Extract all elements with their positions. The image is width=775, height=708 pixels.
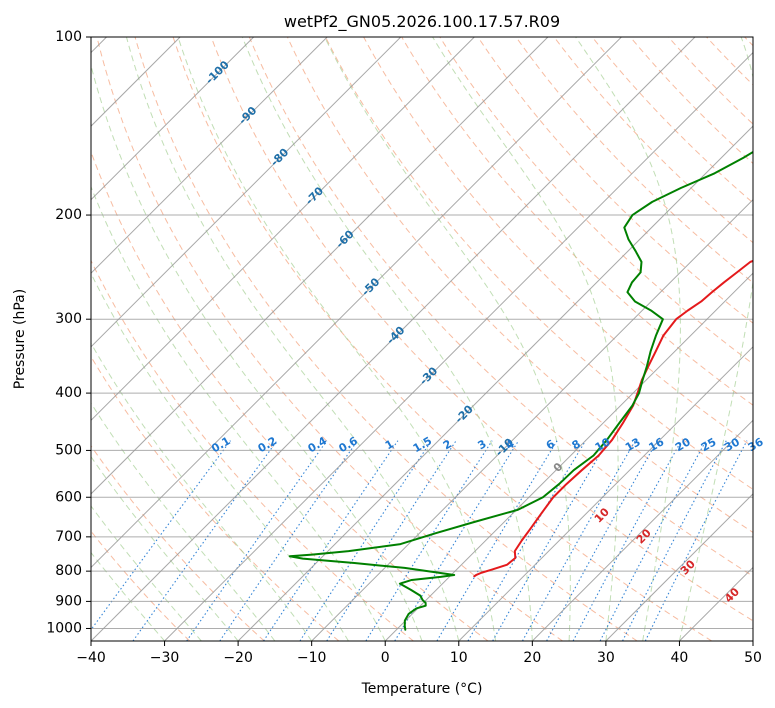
y-tick-label: 800 bbox=[55, 563, 82, 579]
moist-adiabat bbox=[177, 37, 497, 641]
mixing-ratio-line bbox=[467, 440, 587, 641]
y-tick-label: 100 bbox=[55, 29, 82, 45]
isotherm bbox=[531, 419, 753, 641]
dry-adiabat bbox=[91, 259, 414, 641]
isotherm bbox=[91, 37, 255, 201]
y-tick-label: 700 bbox=[55, 529, 82, 545]
isotherm bbox=[91, 37, 475, 422]
mixing-ratio-line bbox=[492, 440, 609, 641]
y-tick-label: 1000 bbox=[46, 620, 82, 636]
mixing-ratio-line bbox=[644, 440, 748, 641]
isotherm bbox=[91, 37, 549, 495]
dry-adiabat bbox=[363, 37, 753, 448]
isotherm bbox=[91, 37, 696, 641]
isotherm bbox=[752, 640, 753, 641]
x-tick-label: −10 bbox=[297, 650, 327, 666]
moist-adiabat bbox=[125, 37, 460, 641]
isotherm bbox=[384, 272, 753, 641]
dry-adiabat bbox=[477, 37, 753, 324]
x-tick-label: 40 bbox=[671, 650, 689, 666]
dry-adiabat bbox=[91, 444, 265, 641]
isotherm bbox=[91, 37, 402, 348]
moist-adiabat bbox=[91, 272, 349, 641]
mixing-ratio-line bbox=[186, 440, 328, 641]
y-tick-label: 600 bbox=[55, 489, 82, 505]
dry-adiabat bbox=[248, 37, 753, 577]
moist-adiabat bbox=[432, 37, 619, 641]
mixing-ratio-line bbox=[599, 440, 707, 641]
isotherm bbox=[91, 37, 328, 274]
x-tick-label: 20 bbox=[523, 650, 541, 666]
plot-frame bbox=[90, 36, 754, 642]
temperature-line bbox=[473, 259, 753, 578]
moist-adiabat bbox=[91, 505, 202, 641]
x-tick-label: −30 bbox=[150, 650, 180, 666]
x-tick-label: 10 bbox=[450, 650, 468, 666]
x-tick-label: 30 bbox=[597, 650, 615, 666]
plot-background bbox=[91, 37, 753, 641]
mixing-ratio-line bbox=[132, 440, 278, 641]
moist-adiabat bbox=[91, 185, 386, 641]
moist-adiabat bbox=[91, 63, 423, 641]
mixing-ratio-line bbox=[91, 440, 231, 631]
x-tick-label: 50 bbox=[744, 650, 762, 666]
y-axis-title: Pressure (hPa) bbox=[12, 289, 28, 389]
y-tick-label: 400 bbox=[55, 385, 82, 401]
dry-adiabat bbox=[629, 37, 753, 165]
mixing-ratio-line bbox=[219, 440, 358, 641]
x-tick-label: −20 bbox=[223, 650, 253, 666]
isotherm bbox=[164, 51, 753, 641]
background-lines bbox=[91, 37, 753, 641]
x-tick-label: −40 bbox=[76, 650, 106, 666]
mixing-ratio-line bbox=[263, 440, 399, 641]
dewpoint-line bbox=[288, 150, 753, 631]
mixing-ratio-line bbox=[394, 440, 520, 641]
dry-adiabat bbox=[96, 37, 563, 641]
mixing-ratio-line bbox=[436, 440, 558, 641]
y-tick-label: 900 bbox=[55, 593, 82, 609]
x-axis-title: Temperature (°C) bbox=[361, 681, 483, 697]
moist-adiabat bbox=[678, 37, 753, 641]
isotherm bbox=[91, 37, 622, 569]
isotherm bbox=[458, 346, 753, 641]
dry-adiabat bbox=[401, 37, 753, 406]
dry-adiabat bbox=[134, 37, 638, 641]
mixing-ratio-line bbox=[365, 440, 493, 641]
x-axis: −40 −30 −20 −10 0 10 20 30 40 50 bbox=[76, 641, 762, 666]
chart-title: wetPf2_GN05.2026.100.17.57.R09 bbox=[284, 12, 560, 32]
y-tick-label: 200 bbox=[55, 207, 82, 223]
mixing-ratio-line bbox=[572, 440, 682, 641]
y-tick-label: 300 bbox=[55, 311, 82, 327]
isotherm bbox=[605, 493, 753, 641]
profile-lines bbox=[288, 150, 753, 631]
y-axis: 100 200 300 400 500 600 700 800 900 1000 bbox=[46, 29, 91, 636]
y-tick-label: 500 bbox=[55, 442, 82, 458]
dry-adiabat bbox=[325, 37, 753, 490]
isotherm bbox=[237, 125, 753, 641]
moist-adiabat bbox=[324, 37, 571, 641]
moist-adiabat bbox=[575, 37, 681, 641]
x-tick-label: 0 bbox=[381, 650, 390, 666]
dry-adiabat bbox=[210, 37, 753, 622]
moist-adiabat bbox=[91, 455, 239, 641]
